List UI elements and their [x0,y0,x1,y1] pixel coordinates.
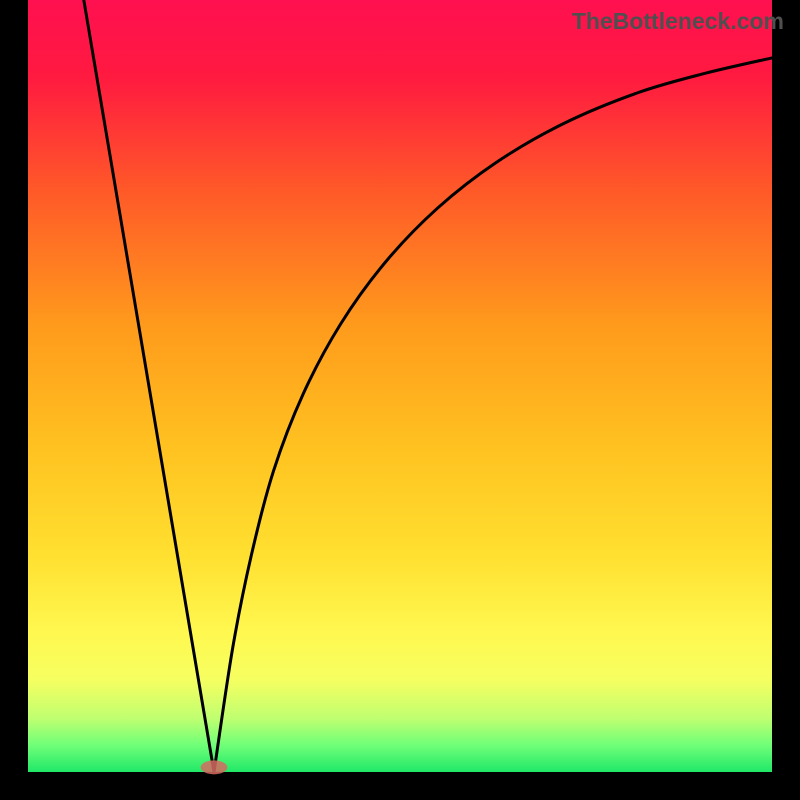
frame-right [772,0,800,800]
minimum-marker [201,760,228,774]
frame-bottom [0,772,800,800]
frame-left [0,0,28,800]
chart-svg [0,0,800,800]
bottleneck-chart: TheBottleneck.com [0,0,800,800]
chart-background [28,0,772,772]
watermark-text: TheBottleneck.com [572,8,784,35]
